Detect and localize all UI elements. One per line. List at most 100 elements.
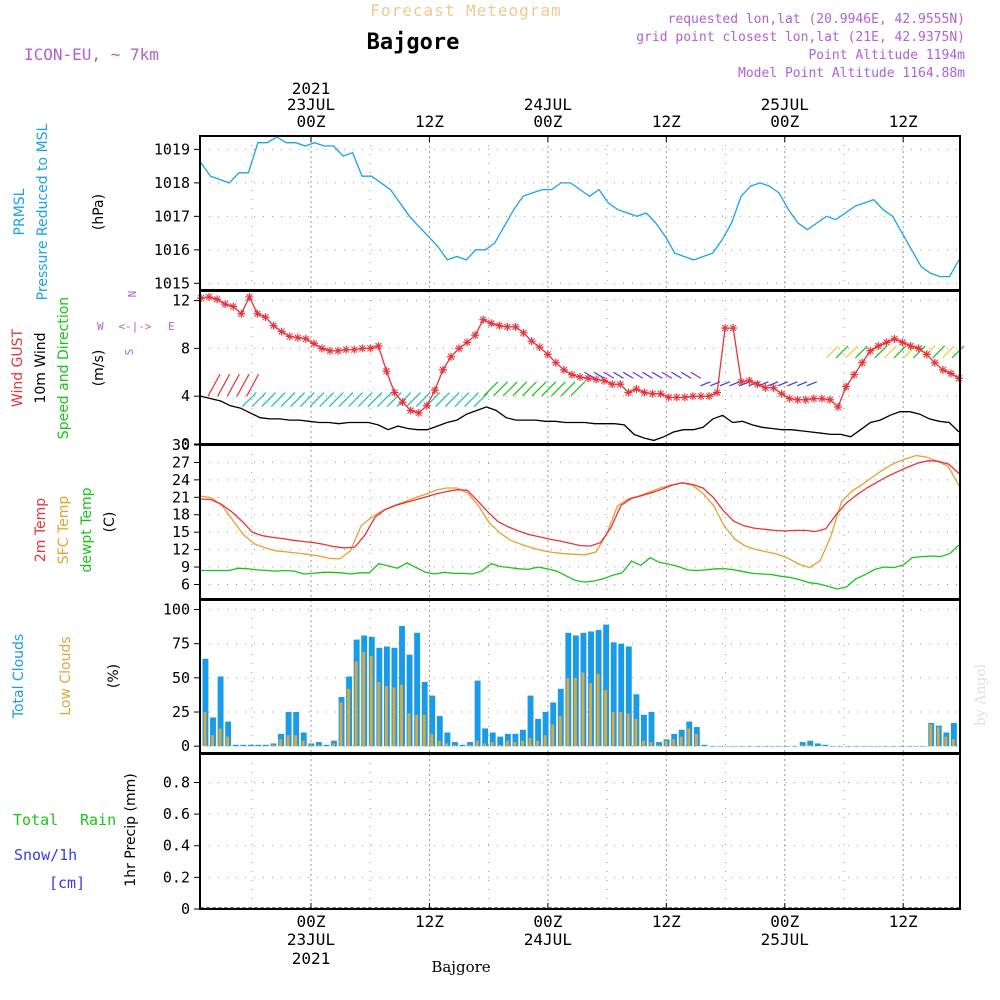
gust-point	[938, 365, 947, 374]
pressure-line	[200, 136, 960, 278]
low-cloud-bar	[445, 743, 449, 747]
gust-point	[463, 338, 472, 347]
time-date-label: 25JUL	[761, 930, 809, 949]
low-cloud-bar	[573, 677, 577, 747]
gust-point	[608, 380, 617, 389]
wind-labels: Wind GUST 10m Wind Speed and Direction (…	[10, 291, 175, 440]
ytick-label: 100	[163, 601, 190, 619]
wind-direction-arrow	[299, 392, 315, 408]
total-cloud-bar	[814, 743, 821, 747]
low-cloud-bar	[619, 712, 623, 747]
ytick-label: 18	[172, 506, 190, 524]
low-cloud-bar	[596, 673, 600, 747]
total-cloud-bar	[898, 746, 904, 747]
low-cloud-bar	[301, 740, 305, 747]
grid-point-coords: grid point closest lon,lat (21E, 42.9375…	[636, 30, 965, 45]
low-cloud-bar	[694, 733, 698, 747]
total-cloud-bar	[837, 746, 844, 747]
ytick-label: 0	[181, 900, 190, 918]
wind-direction-arrow	[454, 392, 470, 408]
low-cloud-bar	[468, 744, 471, 747]
ytick-label: 0.8	[163, 773, 190, 791]
temp-2m-label: 2m Temp	[33, 498, 49, 562]
gust-point	[664, 393, 673, 402]
total-cloud-bar	[777, 746, 783, 747]
total-cloud-bar	[512, 733, 519, 747]
ytick-label: 15	[172, 523, 190, 541]
gust-point	[688, 392, 697, 401]
gust-point	[253, 309, 262, 318]
compass-west: W	[97, 320, 104, 333]
low-cloud-bar	[505, 740, 509, 747]
gust-point	[309, 339, 318, 348]
gust-point	[600, 376, 609, 385]
compass-icon: W E N S <-|->	[97, 291, 175, 356]
time-hour-label: 00Z	[297, 912, 326, 931]
gust-point	[874, 341, 883, 350]
wind-direction-arrow	[796, 381, 808, 387]
time-hour-label: 12Z	[889, 912, 918, 931]
gust-point	[624, 388, 633, 397]
panel-frame	[199, 753, 961, 910]
total-cloud-bar	[225, 721, 232, 747]
time-date-label: 24JUL	[524, 95, 572, 114]
low-cloud-bar	[679, 736, 683, 747]
low-cloud-bar	[316, 744, 320, 747]
low-cloud-bar	[392, 687, 396, 747]
low-cloud-bar	[521, 740, 524, 747]
total-cloud-bar	[240, 744, 247, 747]
gust-point	[245, 292, 254, 301]
compass-east: E	[168, 320, 175, 333]
wind-direction-arrow	[661, 371, 673, 379]
wind-direction-arrow	[377, 392, 393, 408]
low-cloud-bar	[475, 740, 479, 747]
wind-direction-arrow	[280, 392, 296, 408]
time-date-label: 23JUL	[287, 930, 335, 949]
pressure-unit: (hPa)	[91, 194, 107, 230]
wind-direction-arrow	[835, 345, 849, 359]
gust-point	[438, 365, 447, 374]
requested-coords: requested lon,lat (20.9946E, 42.9555N)	[668, 12, 965, 27]
wind-direction-arrow	[613, 371, 624, 379]
total-cloud-bar	[950, 722, 957, 747]
low-cloud-bar	[354, 661, 358, 747]
gust-point	[205, 292, 214, 301]
gust-point	[696, 392, 705, 401]
time-hour-label: 00Z	[533, 112, 562, 131]
ytick-label: 21	[172, 488, 190, 506]
wind-direction-arrow	[893, 345, 907, 359]
wind-direction-arrow	[719, 381, 730, 387]
wind-direction-arrow	[632, 371, 644, 379]
wind-10m-line	[200, 395, 960, 442]
wind-direction-arrow	[338, 392, 354, 408]
wind-direction-arrow	[932, 345, 946, 359]
total-cloud-bar	[640, 714, 647, 747]
low-clouds-label: Low Clouds	[58, 636, 74, 715]
cloud-labels: Total Clouds Low Clouds (%)	[11, 634, 122, 719]
total-cloud-bar	[232, 744, 239, 747]
footer-location: Bajgore	[431, 958, 490, 976]
gust-point	[414, 408, 423, 417]
time-hour-label: 12Z	[889, 112, 918, 131]
location-title: Bajgore	[367, 30, 460, 55]
time-date-label: 24JUL	[524, 930, 572, 949]
wind-direction-arrow	[729, 381, 740, 387]
panel-frame	[199, 599, 961, 754]
compass-north: N	[126, 291, 139, 298]
total-cloud-bar	[875, 746, 882, 747]
precip-labels: Total Rain Snow/1h [cm] 1hr Precip (mm)	[13, 773, 139, 892]
gust-point	[858, 358, 867, 367]
gust-point	[326, 346, 335, 355]
gust-point	[914, 344, 923, 353]
wind-direction-arrow	[874, 345, 888, 359]
gust-point	[713, 388, 722, 397]
gust-point	[922, 350, 931, 359]
wind-direction-arrow	[319, 392, 335, 408]
wind-direction-arrow	[261, 392, 277, 408]
gust-point	[213, 295, 222, 304]
snow-unit-label: [cm]	[49, 874, 85, 892]
low-cloud-bar	[589, 683, 592, 747]
low-cloud-bar	[528, 737, 532, 747]
